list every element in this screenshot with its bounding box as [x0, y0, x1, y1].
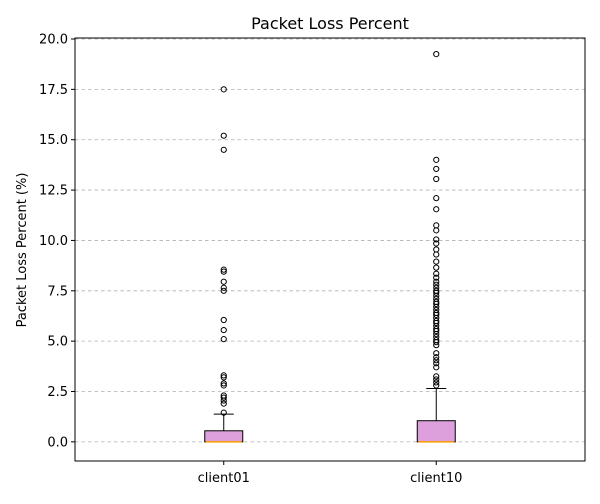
outlier-point	[433, 364, 440, 371]
outlier-point	[433, 175, 440, 183]
outlier-point	[433, 270, 440, 277]
y-tick-label: 15.0	[39, 133, 68, 148]
outlier-point	[220, 326, 227, 334]
outlier-point	[433, 382, 440, 389]
box-layer	[204, 51, 456, 443]
y-tick-label: 5.0	[47, 335, 68, 350]
outlier-point	[433, 287, 440, 294]
outlier-point	[433, 278, 440, 285]
outlier-point	[220, 394, 227, 401]
outlier-point	[433, 284, 440, 291]
outlier-point	[220, 287, 227, 294]
y-axis-label: Packet Loss Percent (%)	[15, 173, 30, 328]
outlier-point	[433, 206, 440, 213]
y-tick-label: 12.5	[39, 184, 68, 199]
outlier-point	[433, 309, 440, 317]
box-body	[204, 430, 244, 443]
outlier-point	[220, 278, 227, 285]
outlier-point	[433, 246, 440, 253]
outlier-point	[433, 360, 440, 367]
outlier-point	[433, 240, 440, 247]
outlier-point	[433, 195, 440, 202]
outlier-point	[433, 274, 440, 281]
outlier-point	[220, 372, 227, 379]
outlier-point	[433, 165, 440, 173]
outlier-point	[433, 51, 440, 58]
outlier-point	[433, 354, 440, 361]
box-client01	[204, 86, 244, 443]
outlier-point	[220, 284, 227, 291]
y-tick-label: 20.0	[39, 33, 68, 48]
y-tick-label: 17.5	[39, 83, 68, 98]
outlier-point	[433, 325, 440, 333]
y-tick-label: 2.5	[47, 385, 68, 400]
x-tick-label: client01	[198, 471, 250, 486]
outlier-point	[220, 374, 227, 381]
x-tick-label: client10	[410, 471, 462, 486]
outlier-point	[433, 222, 440, 229]
outlier-point	[220, 380, 227, 387]
chart-title: Packet Loss Percent	[251, 14, 409, 33]
outlier-point	[433, 376, 440, 383]
outlier-point	[433, 295, 440, 302]
outlier-point	[220, 400, 227, 407]
outlier-point	[220, 382, 227, 389]
outlier-point	[433, 156, 440, 163]
y-tick-label: 7.5	[47, 284, 68, 299]
outlier-point	[433, 350, 440, 357]
outlier-point	[433, 357, 440, 364]
outlier-point	[220, 316, 227, 324]
outlier-point	[220, 336, 227, 343]
outlier-point	[220, 86, 227, 93]
outlier-point	[220, 146, 227, 153]
outlier-point	[433, 298, 440, 305]
outlier-point	[220, 392, 227, 399]
outlier-point	[433, 264, 440, 271]
box-client10	[416, 51, 456, 443]
outlier-point	[433, 258, 440, 265]
outlier-point	[220, 266, 227, 273]
outlier-point	[433, 317, 440, 325]
outlier-point	[433, 236, 440, 243]
outlier-point	[220, 268, 227, 275]
plot-frame	[74, 37, 586, 462]
outlier-point	[433, 281, 440, 288]
outlier-point	[433, 334, 440, 341]
outlier-point	[433, 306, 440, 314]
outlier-point	[433, 337, 440, 344]
box-body	[416, 420, 456, 443]
outlier-point	[220, 132, 227, 139]
outlier-point	[433, 379, 440, 386]
y-tick-label: 0.0	[47, 435, 68, 450]
grid-layer	[75, 38, 585, 443]
outlier-point	[220, 409, 227, 416]
outlier-point	[433, 227, 440, 234]
outlier-point	[433, 251, 440, 258]
y-tick-label: 10.0	[39, 234, 68, 249]
axis-layer: 0.0 2.5 5.0 7.5 10.0 12.5 15.0 17.5 20.0 client01…	[39, 33, 586, 486]
outlier-point	[433, 373, 440, 380]
